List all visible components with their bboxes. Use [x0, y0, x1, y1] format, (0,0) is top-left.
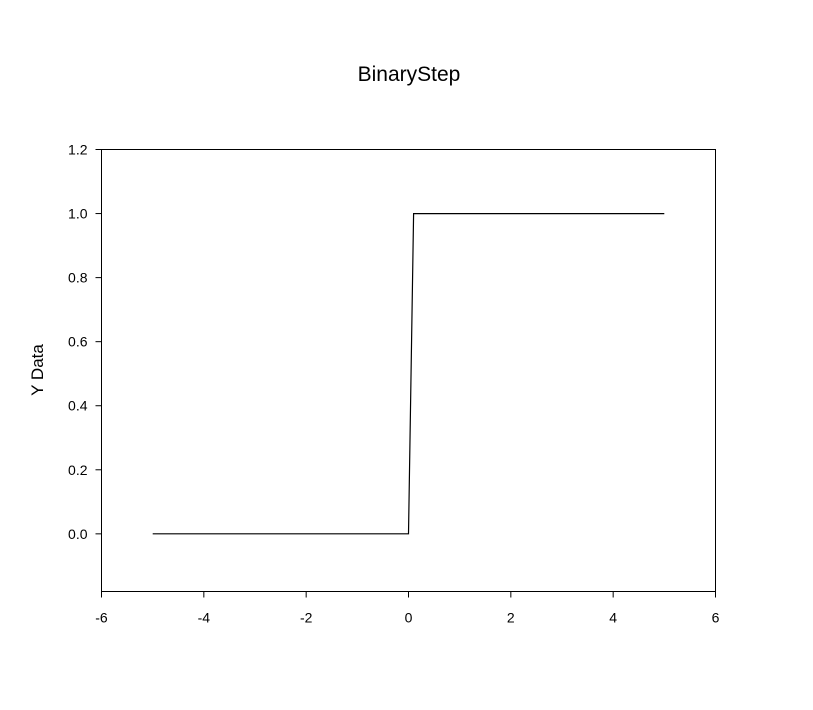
x-tick-label: -6 [95, 610, 108, 626]
y-tick-label: 1.2 [68, 142, 88, 158]
x-axis: -6 -4 -2 0 2 4 6 [95, 591, 720, 626]
y-tick-label: 0.0 [68, 526, 88, 542]
x-tick-label: 0 [405, 610, 413, 626]
y-tick-label: 0.6 [68, 334, 88, 350]
series-layer [152, 213, 665, 535]
series-line-1 [152, 213, 665, 535]
y-tick-label: 1.0 [68, 206, 88, 222]
y-tick-label: 0.2 [68, 462, 88, 478]
y-axis: 0.0 0.2 0.4 0.6 0.8 1.0 1.2 [68, 142, 102, 542]
x-tick-label: 2 [507, 610, 515, 626]
y-tick-label: 0.8 [68, 270, 88, 286]
x-tick-label: 4 [609, 610, 617, 626]
chart-title: BinaryStep [358, 63, 461, 86]
x-tick-label: 6 [712, 610, 720, 626]
x-tick-label: -2 [300, 610, 313, 626]
x-tick-label: -4 [198, 610, 211, 626]
y-tick-label: 0.4 [68, 398, 88, 414]
y-axis-label: Y Data [28, 344, 47, 396]
